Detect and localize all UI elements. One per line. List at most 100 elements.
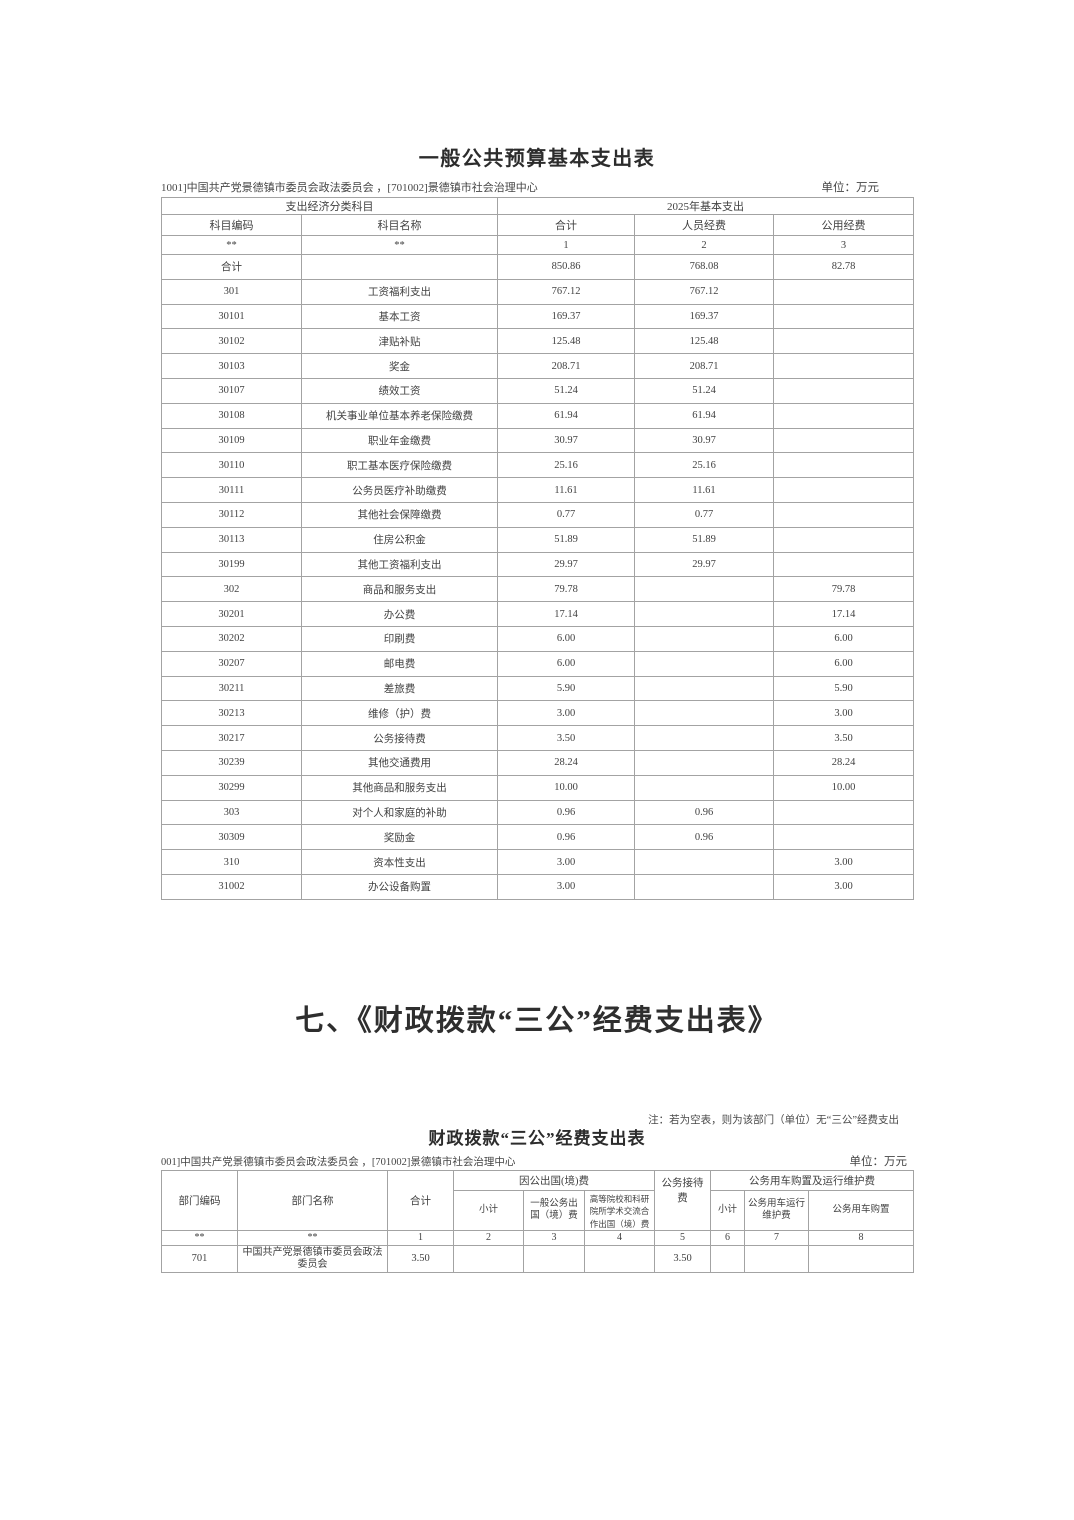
cell-public: 28.24 <box>772 749 915 776</box>
cell-public: 3.50 <box>772 725 915 751</box>
cell-personnel <box>634 774 774 801</box>
table1-group-header-row: 支出经济分类科目 2025年基本支出 <box>161 197 915 215</box>
table2-col-vehicle-purchase: 公务用车购置 <box>807 1189 915 1231</box>
table1-group-economic: 支出经济分类科目 <box>161 197 498 215</box>
table1-org-label: 1001]中国共产党景德镇市委员会政法委员会 ，[701002]景德镇市社会治理… <box>161 182 538 194</box>
table2-num-cell: 1 <box>387 1229 454 1246</box>
cell-subject-code: 303 <box>161 799 302 826</box>
cell-personnel: 61.94 <box>634 402 774 429</box>
table1-row: 30309 奖励金 0.96 0.96 <box>161 824 915 851</box>
cell-subject-code: 30112 <box>161 501 302 528</box>
cell-subject-name: 绩效工资 <box>301 377 498 404</box>
cell-personnel <box>634 650 774 677</box>
table1-row: 30107 绩效工资 51.24 51.24 <box>161 377 915 404</box>
cell-total: 3.00 <box>497 700 635 727</box>
table2-col-vehicle-subtotal: 小计 <box>710 1189 745 1231</box>
cell-personnel: 29.97 <box>634 551 774 578</box>
table1-row: 30113 住房公积金 51.89 51.89 <box>161 526 915 553</box>
cell-public: 3.00 <box>772 849 915 875</box>
cell-subject-code: 30213 <box>161 700 302 727</box>
cell-personnel <box>634 576 774 603</box>
table1-unit-label: 单位：万元 <box>821 182 880 194</box>
cell-subject-code: 30107 <box>161 377 302 404</box>
cell-subject-name: 奖金 <box>301 353 498 379</box>
cell-personnel <box>634 675 774 702</box>
cell-total: 30.97 <box>497 427 635 454</box>
table1-group-year: 2025年基本支出 <box>496 197 915 215</box>
table2-title: 财政拨款“三公”经费支出表 <box>428 1128 646 1148</box>
cell-personnel <box>634 725 774 751</box>
table1-row: 30110 职工基本医疗保险缴费 25.16 25.16 <box>161 452 915 479</box>
cell-total: 0.77 <box>497 501 635 528</box>
cell-subject-name: 职工基本医疗保险缴费 <box>301 452 498 479</box>
table2-number-header-row: ** ** 1 2 3 4 5 6 7 8 <box>161 1229 915 1246</box>
table2-col-dept-code: 部门编码 <box>161 1169 238 1231</box>
cell-personnel: 767.12 <box>634 278 774 305</box>
table1-col-name: 科目名称 <box>301 214 498 236</box>
cell-personnel <box>634 601 774 627</box>
cell-total: 767.12 <box>497 278 635 305</box>
cell-total: 850.86 <box>497 254 635 280</box>
cell-subject-code: 310 <box>161 849 302 875</box>
table2-num-cell: ** <box>237 1229 388 1246</box>
table2-col-abroad-subtotal: 小计 <box>453 1189 524 1231</box>
cell-public <box>772 328 915 355</box>
cell-subject-code: 30111 <box>161 477 302 503</box>
cell-subject-code: 合计 <box>161 254 302 280</box>
cell-personnel <box>634 849 774 875</box>
cell-vehicle-purchase <box>807 1244 915 1273</box>
table2-num-cell: 6 <box>710 1229 745 1246</box>
table1-row: 30108 机关事业单位基本养老保险缴费 61.94 61.94 <box>161 402 915 429</box>
cell-abroad-subtotal <box>453 1244 524 1273</box>
cell-personnel: 51.24 <box>634 377 774 404</box>
cell-subject-code: 30109 <box>161 427 302 454</box>
cell-total: 10.00 <box>497 774 635 801</box>
cell-abroad-general <box>523 1244 585 1273</box>
table1-col-public: 公用经费 <box>772 214 915 236</box>
table2-num-cell: 5 <box>654 1229 711 1246</box>
table1-row: 30299 其他商品和服务支出 10.00 10.00 <box>161 774 915 801</box>
cell-public <box>772 427 915 454</box>
cell-personnel <box>634 625 774 652</box>
cell-subject-name: 商品和服务支出 <box>301 576 498 603</box>
cell-public: 3.00 <box>772 873 915 900</box>
table1-row: 30217 公务接待费 3.50 3.50 <box>161 725 915 751</box>
cell-subject-name: 办公设备购置 <box>301 873 498 900</box>
cell-public: 6.00 <box>772 625 915 652</box>
table1-subtitle-row: 1001]中国共产党景德镇市委员会政法委员会 ，[701002]景德镇市社会治理… <box>161 179 913 195</box>
table2-num-cell: 7 <box>744 1229 809 1246</box>
cell-personnel: 0.96 <box>634 824 774 851</box>
table2-sub-header-row: 小计 一般公务出国（境）费 高等院校和科研院所学术交流合作出国（境）费 小计 公… <box>162 1189 915 1231</box>
table1-row: 30112 其他社会保障缴费 0.77 0.77 <box>161 501 915 528</box>
table2-col-abroad-general: 一般公务出国（境）费 <box>523 1189 585 1231</box>
cell-public <box>772 452 915 479</box>
cell-subject-name: 奖励金 <box>301 824 498 851</box>
cell-public: 17.14 <box>772 601 915 627</box>
cell-subject-name: 公务员医疗补助缴费 <box>301 477 498 503</box>
table1-col-personnel: 人员经费 <box>634 214 774 236</box>
document-page: 一般公共预算基本支出表 1001]中国共产党景德镇市委员会政法委员会 ，[701… <box>161 0 915 1273</box>
cell-subject-name: 其他社会保障缴费 <box>301 501 498 528</box>
basic-expenditure-table: 支出经济分类科目 2025年基本支出 科目编码 科目名称 合计 人员经费 公用经… <box>161 197 915 900</box>
table1-num-public: 3 <box>772 235 915 255</box>
cell-subject-name: 津贴补贴 <box>301 328 498 355</box>
cell-total: 51.24 <box>497 377 635 404</box>
table2-header: 部门编码 部门名称 合计 因公出国(境)费 公务接待费 公务用车购置及运行维护费… <box>161 1169 915 1246</box>
cell-total: 3.00 <box>497 849 635 875</box>
table2-num-cell: ** <box>161 1229 238 1246</box>
cell-personnel: 0.96 <box>634 799 774 826</box>
table1-row: 30202 印刷费 6.00 6.00 <box>161 625 915 652</box>
cell-total: 79.78 <box>497 576 635 603</box>
cell-personnel: 51.89 <box>634 526 774 553</box>
table1-row: 310 资本性支出 3.00 3.00 <box>161 849 915 875</box>
cell-total: 3.50 <box>497 725 635 751</box>
table1-header: 支出经济分类科目 2025年基本支出 科目编码 科目名称 合计 人员经费 公用经… <box>161 197 915 255</box>
table1-row: 30213 维修（护）费 3.00 3.00 <box>161 700 915 727</box>
cell-public <box>772 501 915 528</box>
cell-subject-name: 职业年金缴费 <box>301 427 498 454</box>
table1-row: 30109 职业年金缴费 30.97 30.97 <box>161 427 915 454</box>
cell-total: 125.48 <box>497 328 635 355</box>
cell-public <box>772 303 915 330</box>
cell-personnel: 125.48 <box>634 328 774 355</box>
cell-subject-name: 基本工资 <box>301 303 498 330</box>
